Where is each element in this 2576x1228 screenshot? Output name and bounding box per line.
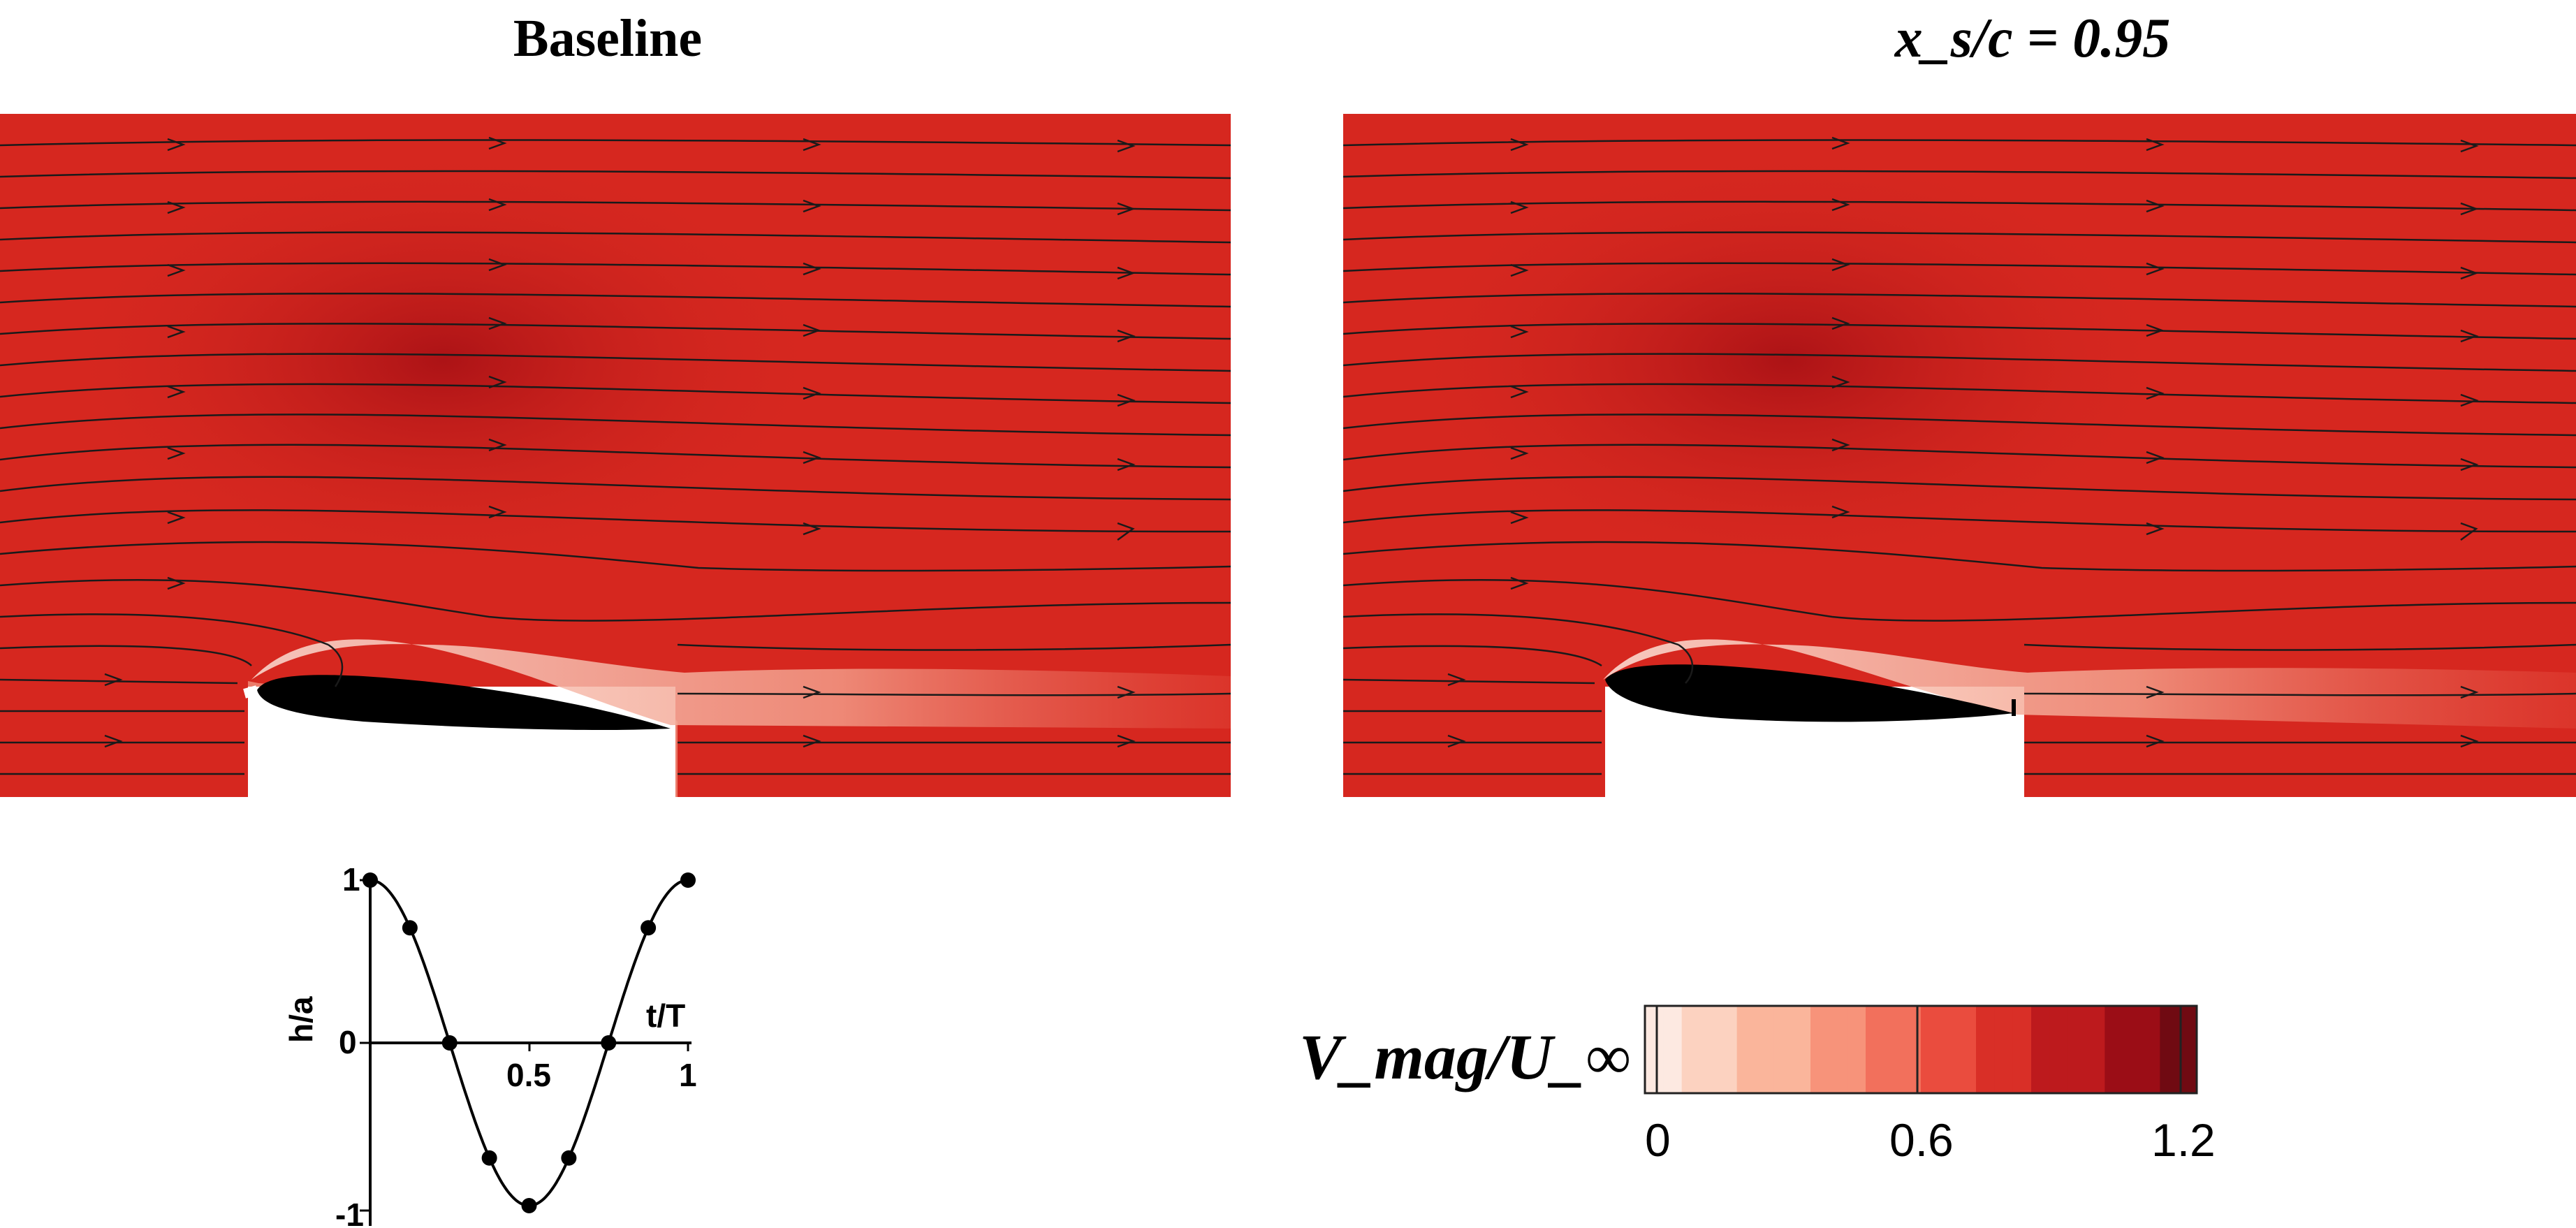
colorbar-svg: 0 0.6 1.2	[1644, 1004, 2216, 1166]
colorbar-swatch	[1718, 1006, 1738, 1093]
colorbar-swatch	[1976, 1006, 1996, 1093]
colorbar-swatch	[2142, 1006, 2161, 1093]
colorbar-swatch	[1902, 1006, 1922, 1093]
colorbar-swatch	[2068, 1006, 2087, 1093]
colorbar: V_mag/U_∞ 0 0.6 1.2	[1299, 985, 2221, 1222]
heave-plot-svg: 1 0 -1 0.5 1 t/T h/a	[283, 861, 697, 1228]
ytick-label-0: 0	[339, 1024, 357, 1060]
colorbar-swatches	[1645, 1006, 2197, 1093]
arrowhead-icon	[104, 136, 1136, 748]
airfoil-shape	[1605, 664, 2014, 722]
colorbar-swatch	[1847, 1006, 1866, 1093]
colorbar-swatch	[1939, 1006, 1959, 1093]
ylabel-h-over-a: h/a	[283, 996, 319, 1043]
heave-point	[363, 872, 378, 888]
colorbar-swatch	[1755, 1006, 1775, 1093]
xlabel-t-over-T: t/T	[646, 997, 685, 1034]
heave-point	[680, 872, 696, 888]
heave-point	[601, 1035, 617, 1051]
heave-point	[561, 1150, 577, 1166]
colorbar-frame	[1644, 1004, 2198, 1095]
heave-point	[481, 1150, 497, 1166]
colorbar-swatch	[1663, 1006, 1683, 1093]
colorbar-swatch	[2012, 1006, 2032, 1093]
ytick-label-1: 1	[342, 861, 360, 898]
colorbar-tick-0: 0	[1645, 1114, 1671, 1166]
colorbar-swatch	[1736, 1006, 1756, 1093]
colorbar-swatch	[2160, 1006, 2179, 1093]
colorbar-swatch	[1773, 1006, 1793, 1093]
xtick-label-1: 1	[679, 1057, 697, 1093]
colorbar-swatch	[1994, 1006, 2014, 1093]
airfoil-shape	[257, 675, 671, 730]
heave-point	[521, 1198, 537, 1213]
arrowhead-icon	[1447, 136, 2479, 748]
colorbar-swatch	[2105, 1006, 2124, 1093]
heave-point	[641, 920, 657, 936]
trailing-edge-flap	[2012, 699, 2016, 716]
flow-field-xs-095-svg	[1343, 114, 2576, 797]
colorbar-swatch	[2123, 1006, 2142, 1093]
colorbar-swatch	[1700, 1006, 1720, 1093]
colorbar-swatch	[2049, 1006, 2069, 1093]
panel-title-baseline: Baseline	[513, 8, 703, 68]
colorbar-swatch	[2031, 1006, 2051, 1093]
colorbar-swatch	[1957, 1006, 1977, 1093]
flow-field-xs-095	[1343, 114, 2576, 797]
colorbar-swatch	[1921, 1006, 1940, 1093]
colorbar-swatch	[1645, 1006, 1664, 1093]
panel-title-trailing-edge: x_s/c = 0.95	[1788, 0, 2277, 77]
wake-region	[251, 639, 1231, 729]
wake-region	[1603, 639, 2576, 729]
colorbar-label: V_mag/U_∞	[1299, 1021, 1631, 1092]
ytick-label-m1: -1	[335, 1197, 364, 1228]
heave-point	[441, 1035, 458, 1051]
colorbar-swatch	[1792, 1006, 1811, 1093]
colorbar-swatch	[1681, 1006, 1701, 1093]
flow-field-baseline-svg	[0, 114, 1231, 797]
heave-points	[363, 872, 696, 1213]
colorbar-tick-06: 0.6	[1889, 1114, 1954, 1166]
colorbar-swatch	[1829, 1006, 1848, 1093]
xtick-label-05: 0.5	[506, 1057, 551, 1093]
colorbar-swatch	[1884, 1006, 1903, 1093]
flow-field-baseline	[0, 114, 1231, 797]
colorbar-swatch	[2086, 1006, 2106, 1093]
heave-motion-plot: 1 0 -1 0.5 1 t/T h/a	[258, 824, 733, 1228]
colorbar-swatch	[1810, 1006, 1830, 1093]
panel-title-trailing-edge-text: x_s/c = 0.95	[1894, 7, 2171, 69]
colorbar-tick-12: 1.2	[2151, 1114, 2216, 1166]
colorbar-swatch	[1866, 1006, 1885, 1093]
heave-point	[402, 920, 418, 936]
